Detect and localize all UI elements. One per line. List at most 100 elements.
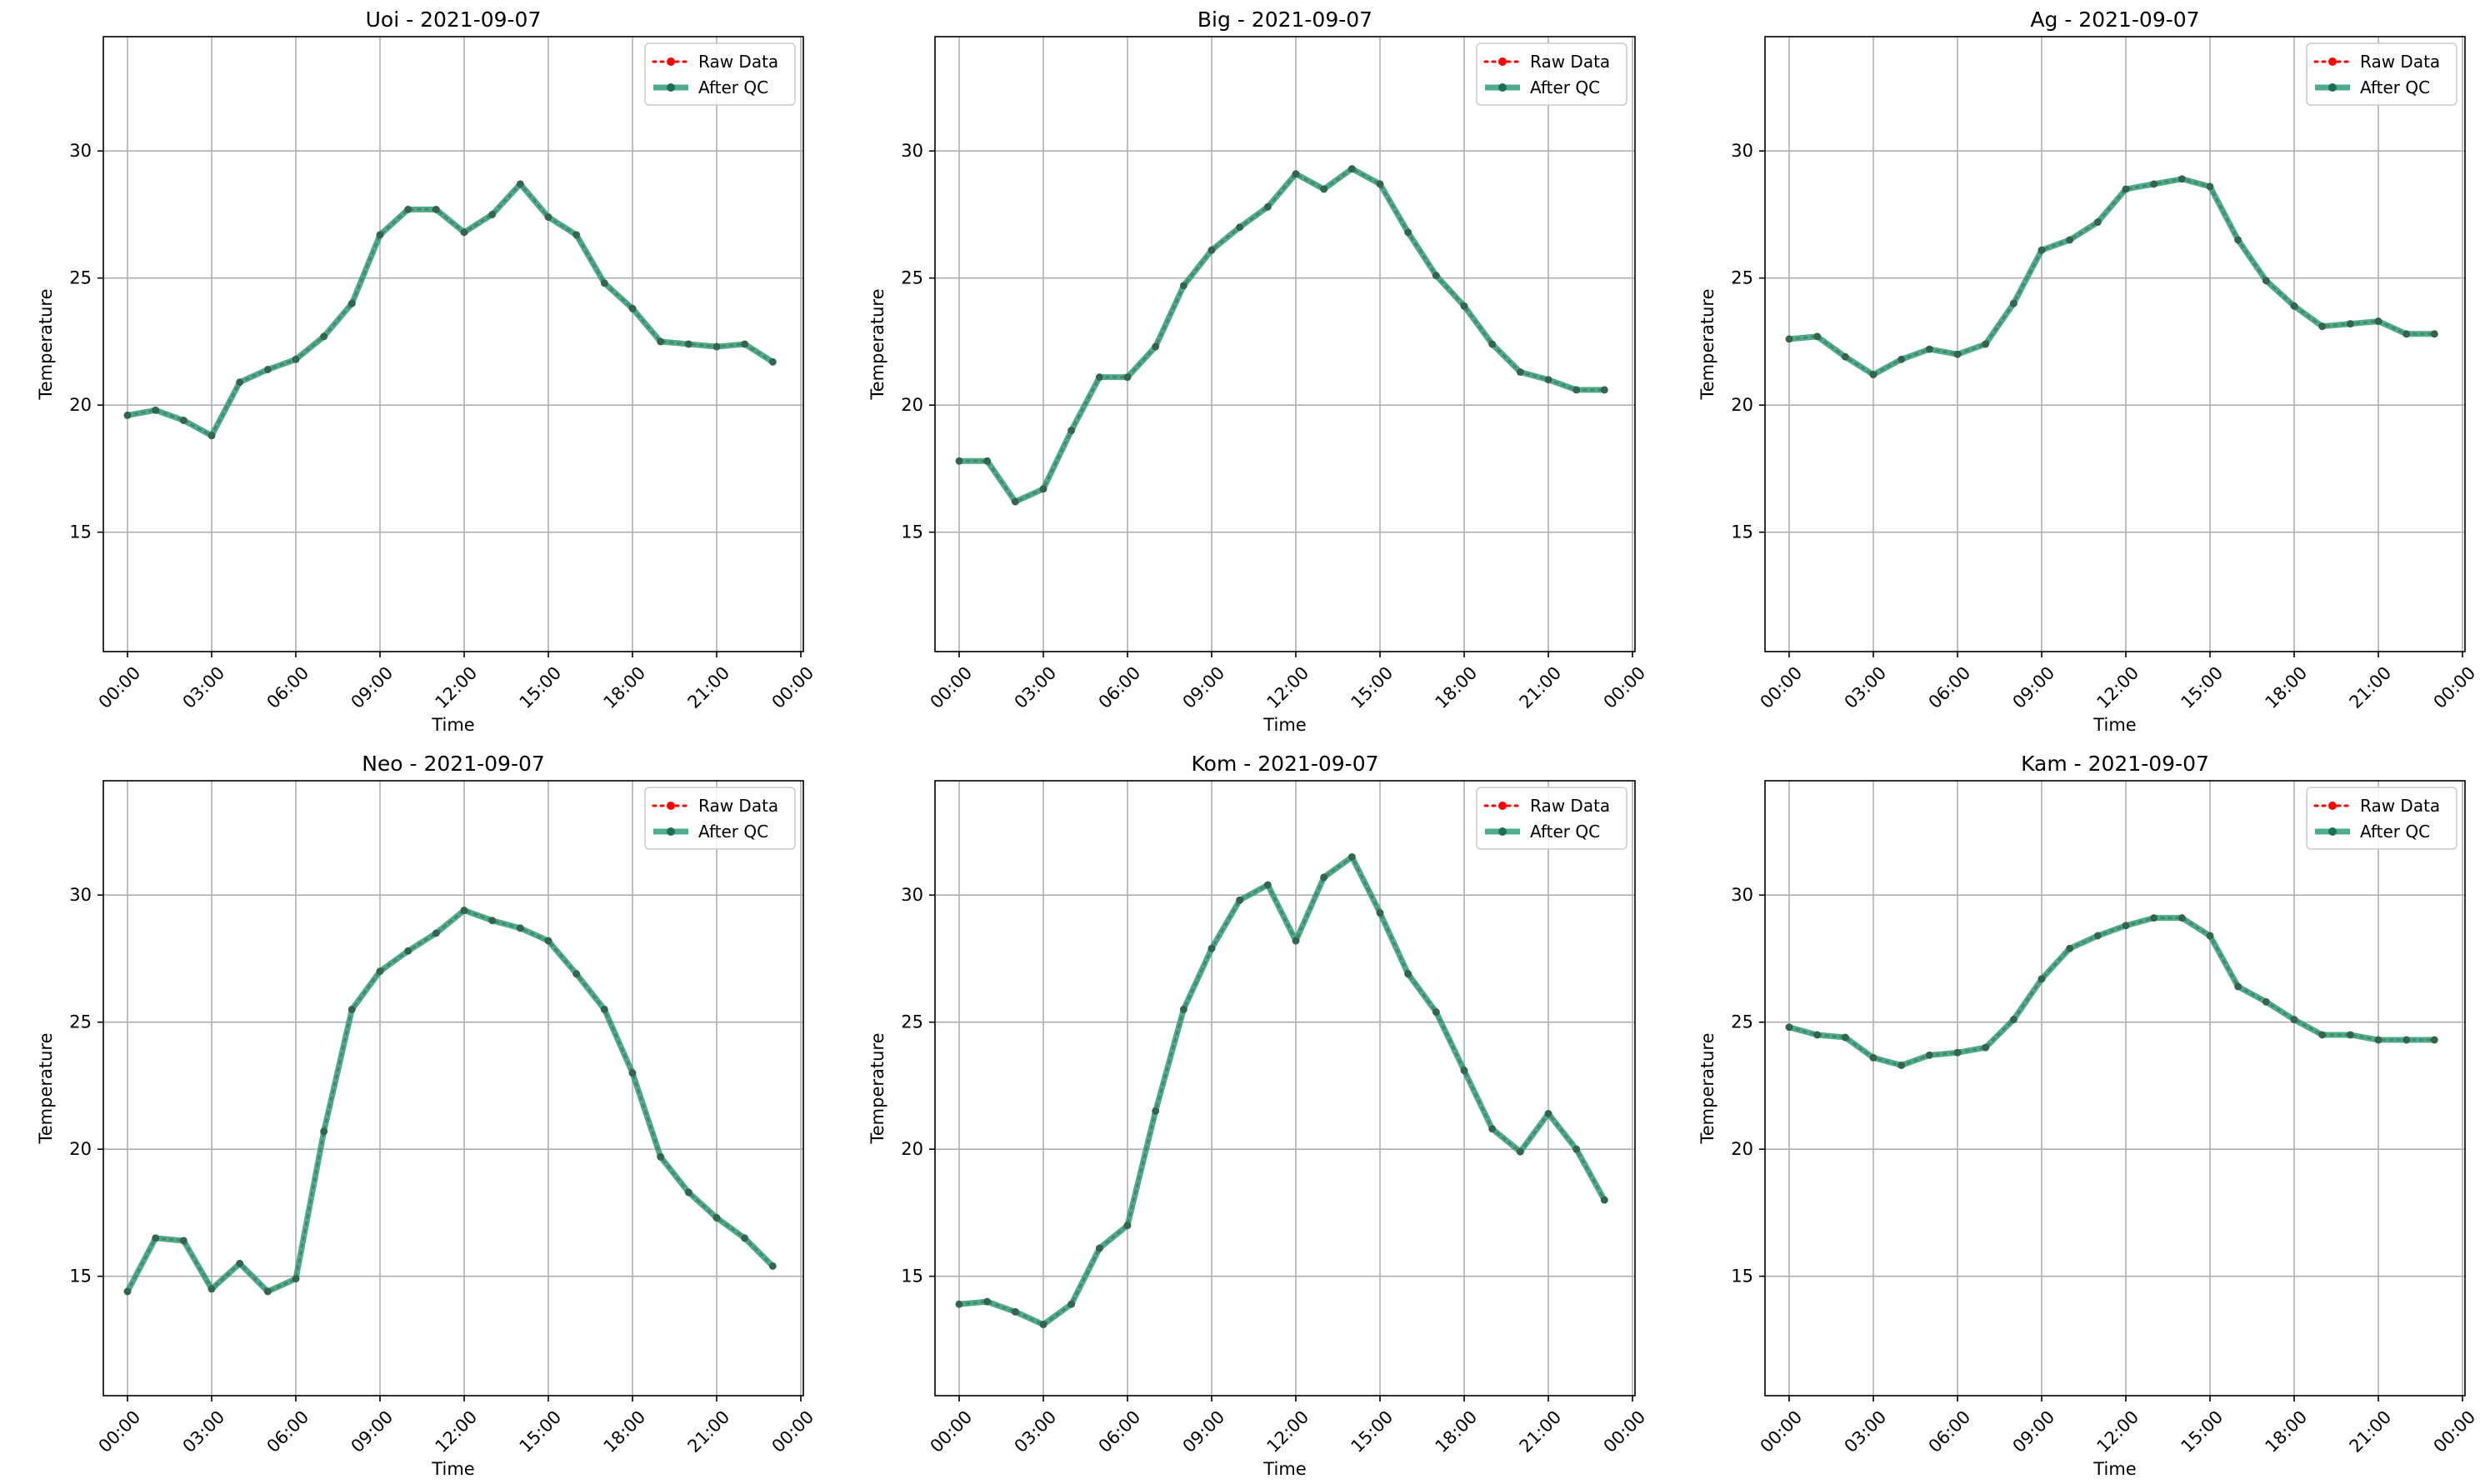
y-tick-label: 20 xyxy=(1731,395,1753,415)
chart-panel-4: 15 20 25 30 00:00 03:00 06:00 09:00 12:00 15:00 18… xyxy=(36,752,818,1479)
plot-area xyxy=(1765,781,2465,1396)
y-axis-label: Temperature xyxy=(36,288,56,400)
after-qc-point xyxy=(208,1285,216,1293)
after-qc-point xyxy=(320,332,328,341)
after-qc-point xyxy=(628,304,637,312)
after-qc-point xyxy=(657,337,665,346)
after-qc-point xyxy=(1785,335,1793,343)
x-tick-label: 03:00 xyxy=(179,662,229,712)
after-qc-point xyxy=(1982,340,1990,348)
x-tick-label: 18:00 xyxy=(1432,1407,1482,1457)
y-tick-label: 20 xyxy=(901,395,923,415)
y-tick-label: 25 xyxy=(901,268,923,288)
legend-qc-marker xyxy=(1498,83,1507,92)
after-qc-point xyxy=(1320,873,1328,882)
after-qc-point xyxy=(572,231,581,239)
chart-panel-3: 15 20 25 30 00:00 03:00 06:00 09:00 12:00 15:00 18… xyxy=(1698,7,2479,735)
after-qc-point xyxy=(1263,202,1272,211)
x-tick-label: 09:00 xyxy=(348,1407,398,1457)
x-tick-label: 09:00 xyxy=(2009,1407,2059,1457)
x-tick-label: 21:00 xyxy=(2346,1407,2396,1457)
after-qc-point xyxy=(1898,355,1906,363)
x-tick-label: 00:00 xyxy=(1600,1407,1650,1457)
after-qc-point xyxy=(1236,223,1244,232)
after-qc-point xyxy=(955,1300,963,1308)
x-tick-label: 06:00 xyxy=(1925,1407,1975,1457)
after-qc-point xyxy=(712,342,721,351)
y-axis-label: Temperature xyxy=(1698,1032,1718,1144)
y-tick-label: 15 xyxy=(69,1267,92,1287)
after-qc-point xyxy=(236,1259,244,1267)
after-qc-point xyxy=(1179,282,1188,290)
y-tick-label: 25 xyxy=(901,1012,923,1032)
x-tick-label: 15:00 xyxy=(516,662,566,712)
x-tick-label: 06:00 xyxy=(263,662,313,712)
chart-panel-1: 15 20 25 30 00:00 03:00 06:00 09:00 12:00 15:00 18… xyxy=(36,7,818,735)
after-qc-point xyxy=(1953,350,1962,358)
y-tick-label: 15 xyxy=(1731,522,1753,542)
chart-panel-5: 15 20 25 30 00:00 03:00 06:00 09:00 12:00 15:00 18… xyxy=(868,752,1649,1479)
x-tick-label: 18:00 xyxy=(2262,1407,2312,1457)
after-qc-point xyxy=(1039,485,1048,493)
x-tick-label: 03:00 xyxy=(1011,662,1061,712)
x-tick-label: 12:00 xyxy=(1263,662,1313,712)
legend-qc-label: After QC xyxy=(1530,77,1600,97)
after-qc-point xyxy=(1925,1051,1933,1059)
after-qc-point xyxy=(123,1287,132,1296)
after-qc-point xyxy=(1953,1048,1962,1057)
after-qc-point xyxy=(768,357,777,366)
after-qc-point xyxy=(1095,373,1103,382)
after-qc-point xyxy=(1841,352,1849,361)
after-qc-point xyxy=(983,457,992,465)
legend-qc-label: After QC xyxy=(698,822,768,842)
after-qc-point xyxy=(2234,982,2242,991)
x-tick-label: 03:00 xyxy=(1841,662,1891,712)
x-tick-label: 12:00 xyxy=(432,1407,482,1457)
after-qc-point xyxy=(404,947,412,955)
y-tick-label: 30 xyxy=(1731,141,1753,161)
axes-frame xyxy=(1764,780,2466,1397)
after-qc-point xyxy=(2290,302,2298,310)
y-tick-label: 15 xyxy=(69,522,92,542)
after-qc-line xyxy=(1788,176,2435,378)
after-qc-point xyxy=(1320,185,1328,193)
after-qc-point xyxy=(123,411,132,419)
legend-qc-marker xyxy=(2328,827,2337,836)
y-axis-label: Temperature xyxy=(1698,288,1718,400)
y-tick-label: 25 xyxy=(69,1012,92,1032)
x-tick-label: 12:00 xyxy=(432,662,482,712)
x-tick-label: 12:00 xyxy=(2093,662,2143,712)
x-tick-label: 15:00 xyxy=(2178,662,2228,712)
x-tick-label: 00:00 xyxy=(927,1407,977,1457)
after-qc-point xyxy=(1404,228,1412,237)
after-qc-point xyxy=(320,1127,328,1136)
after-qc-point xyxy=(1925,345,1933,353)
after-qc-point xyxy=(2122,185,2130,193)
after-qc-point xyxy=(516,924,524,932)
legend-qc-marker xyxy=(667,83,675,92)
after-qc-point xyxy=(2430,1036,2438,1044)
after-qc-point xyxy=(2374,1036,2382,1044)
after-qc-point xyxy=(1011,1307,1019,1316)
after-qc-point xyxy=(488,917,497,925)
x-axis-label: Time xyxy=(1262,715,1306,735)
legend-raw-label: Raw Data xyxy=(2360,52,2440,72)
y-tick-label: 15 xyxy=(1731,1267,1753,1287)
after-qc-point xyxy=(1068,1300,1076,1308)
after-qc-point xyxy=(236,378,244,387)
legend: Raw Data After QC xyxy=(1476,787,1628,850)
legend-raw-label: Raw Data xyxy=(1530,52,1610,72)
x-tick-label: 00:00 xyxy=(95,662,145,712)
legend-qc-label: After QC xyxy=(698,77,768,97)
after-qc-point xyxy=(2290,1016,2298,1024)
after-qc-point xyxy=(955,457,963,465)
plot-area xyxy=(103,781,803,1396)
after-qc-point xyxy=(348,299,356,307)
after-qc-point xyxy=(1516,1147,1524,1156)
after-qc-point xyxy=(1544,376,1552,384)
after-qc-point xyxy=(1813,332,1822,341)
legend-raw-label: Raw Data xyxy=(1530,796,1610,816)
after-qc-point xyxy=(1488,340,1497,348)
after-qc-point xyxy=(2346,1031,2354,1039)
